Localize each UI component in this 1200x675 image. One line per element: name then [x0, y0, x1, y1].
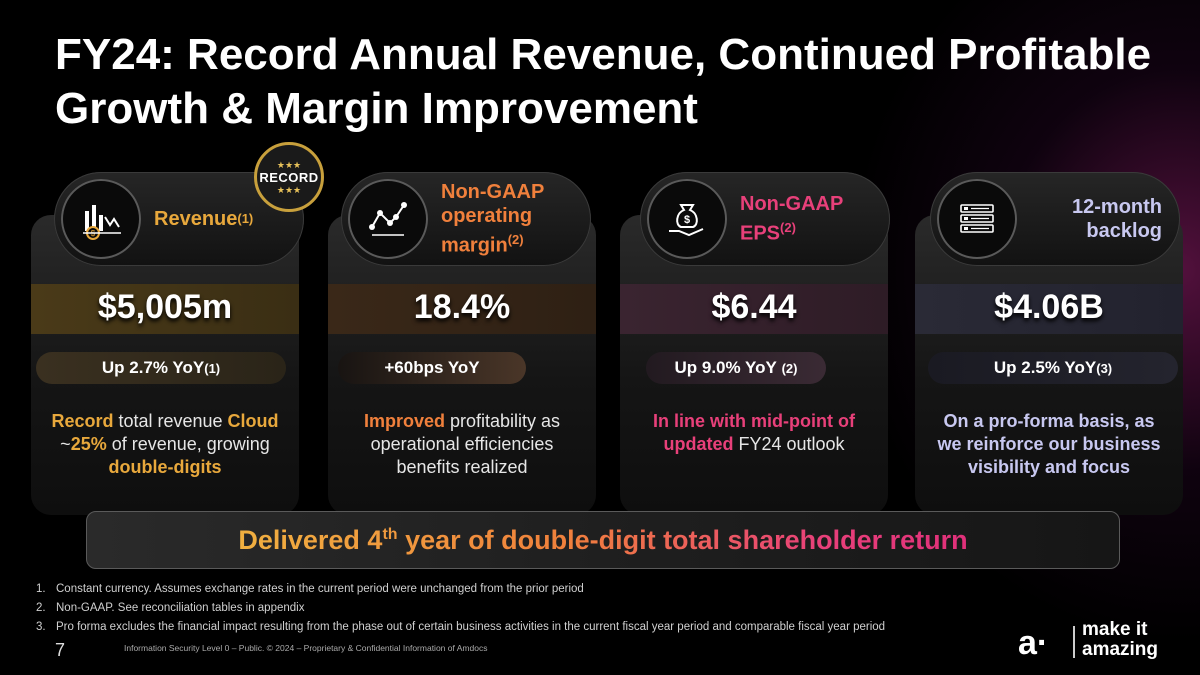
margin-label: Non-GAAP operating margin(2): [441, 172, 573, 266]
revenue-yoy-text: Up 2.7% YoY: [101, 358, 205, 377]
eps-pill: $ Non-GAAP EPS(2): [640, 172, 890, 266]
desc-profitability: profitability as: [444, 411, 561, 431]
badge-stars-top: ★★★: [276, 159, 302, 170]
page-title: FY24: Record Annual Revenue, Continued P…: [55, 30, 1152, 133]
footnote-1-text: Constant currency. Assumes exchange rate…: [56, 583, 584, 595]
revenue-band: [31, 284, 299, 334]
revenue-chart-icon: $: [83, 205, 121, 240]
revenue-yoy-footnote: (1): [204, 360, 221, 376]
margin-value: 18.4%: [413, 288, 511, 326]
desc-tilde: ~: [60, 434, 71, 454]
margin-label-line1: Non-GAAP: [441, 181, 545, 204]
revenue-label: Revenue (1): [154, 172, 286, 266]
logo-mark: a·: [1018, 624, 1049, 662]
desc-updated: updated: [663, 434, 734, 454]
list-backlog-icon: [960, 204, 994, 233]
shareholder-return-banner: Delivered 4th year of double-digit total…: [86, 511, 1120, 569]
backlog-pill: 12-month backlog: [930, 172, 1180, 266]
backlog-label-line2: backlog: [1086, 220, 1162, 242]
backlog-description: On a pro-forma basis, as we reinforce ou…: [915, 410, 1183, 479]
revenue-icon-circle: $: [61, 179, 141, 259]
desc-25pct: 25%: [70, 434, 107, 454]
revenue-label-text: Revenue: [154, 208, 238, 230]
footer-disclaimer: Information Security Level 0 – Public. ©…: [124, 643, 488, 653]
eps-label-footnote: (2): [780, 220, 796, 236]
desc-visibility: visibility and focus: [967, 457, 1131, 477]
desc-outlook: FY24 outlook: [733, 434, 845, 454]
desc-inline: In line with mid-point of: [653, 411, 855, 431]
margin-label-line3: margin: [441, 234, 508, 257]
backlog-yoy: Up 2.5% YoY (3): [928, 352, 1178, 384]
backlog-band: [915, 284, 1183, 334]
footnote-3: 3. Pro forma excludes the financial impac…: [36, 618, 885, 637]
badge-text: RECORD: [259, 169, 319, 185]
logo-tagline: make it amazing: [1082, 620, 1158, 660]
eps-yoy: Up 9.0% YoY (2): [646, 352, 826, 384]
record-badge: ★★★ RECORD ★★★: [254, 142, 324, 212]
logo-line2: amazing: [1082, 639, 1159, 660]
money-bag-hand-icon: $: [669, 204, 704, 237]
eps-yoy-text: Up 9.0% YoY: [674, 358, 777, 377]
backlog-yoy-footnote: (3): [1096, 360, 1113, 376]
footnote-1-num: 1.: [36, 583, 46, 595]
banner-text: Delivered 4th year of double-digit total…: [238, 525, 967, 556]
revenue-label-footnote: (1): [237, 211, 254, 226]
eps-value: $6.44: [711, 288, 797, 326]
banner-pre: Delivered 4: [238, 524, 383, 555]
desc-double-digits: double-digits: [108, 457, 222, 477]
eps-label: Non-GAAP EPS(2): [740, 172, 872, 266]
logo-line1: make it: [1082, 619, 1148, 640]
desc-benefits: benefits realized: [396, 457, 528, 477]
margin-yoy: +60bps YoY: [338, 352, 526, 384]
margin-description: Improved profitability as operational ef…: [328, 410, 596, 479]
footnote-2-num: 2.: [36, 602, 46, 614]
desc-of-revenue: of revenue, growing: [106, 434, 270, 454]
amdocs-logo: a· make it amazing: [1018, 620, 1168, 664]
revenue-description: Record total revenue Cloud ~25% of reven…: [31, 410, 299, 479]
revenue-yoy: Up 2.7% YoY (1): [36, 352, 286, 384]
footnote-3-text: Pro forma excludes the financial impact …: [56, 621, 886, 633]
margin-label-footnote: (2): [507, 232, 524, 248]
eps-description: In line with mid-point of updated FY24 o…: [620, 410, 888, 456]
margin-band: [328, 284, 596, 334]
footnote-2-text: Non-GAAP. See reconciliation tables in a…: [56, 602, 305, 614]
desc-total-revenue: total revenue: [113, 411, 228, 431]
eps-band: [620, 284, 888, 334]
desc-cloud: Cloud: [227, 411, 279, 431]
backlog-icon-circle: [937, 179, 1017, 259]
desc-record: Record: [51, 411, 114, 431]
badge-stars-bottom: ★★★: [276, 184, 302, 195]
desc-reinforce: we reinforce our business: [937, 434, 1161, 454]
margin-icon-circle: [348, 179, 428, 259]
backlog-value: $4.06B: [994, 288, 1104, 326]
backlog-label-line1: 12-month: [1072, 196, 1162, 218]
desc-operational: operational efficiencies: [370, 434, 554, 454]
line-trend-icon: [369, 202, 407, 236]
logo-divider: [1073, 626, 1075, 658]
backlog-yoy-text: Up 2.5% YoY: [993, 358, 1097, 377]
page-number: 7: [55, 640, 66, 660]
backlog-label: 12-month backlog: [1030, 172, 1162, 266]
revenue-pill: $ Revenue(1): [54, 172, 304, 266]
eps-label-line1: Non-GAAP: [740, 193, 844, 216]
footnote-2: 2. Non-GAAP. See reconciliation tables in…: [36, 599, 885, 618]
desc-pro-forma: On a pro-forma basis, as: [943, 411, 1155, 431]
margin-pill: Non-GAAP operating margin(2): [341, 172, 591, 266]
footnote-3-num: 3.: [36, 621, 46, 633]
revenue-value: $5,005m: [97, 288, 233, 326]
banner-sup: th: [382, 525, 398, 543]
eps-label-line2: EPS: [740, 222, 781, 245]
eps-icon-circle: $: [647, 179, 727, 259]
eps-yoy-footnote: (2): [781, 360, 798, 376]
margin-label-line2: operating: [441, 205, 533, 228]
desc-improved: Improved: [363, 411, 445, 431]
footnotes: 1. Constant currency. Assumes exchange ra…: [36, 580, 885, 637]
banner-post: year of double-digit total shareholder r…: [397, 524, 968, 555]
svg-text:$: $: [684, 214, 690, 226]
footnote-1: 1. Constant currency. Assumes exchange ra…: [36, 580, 885, 599]
